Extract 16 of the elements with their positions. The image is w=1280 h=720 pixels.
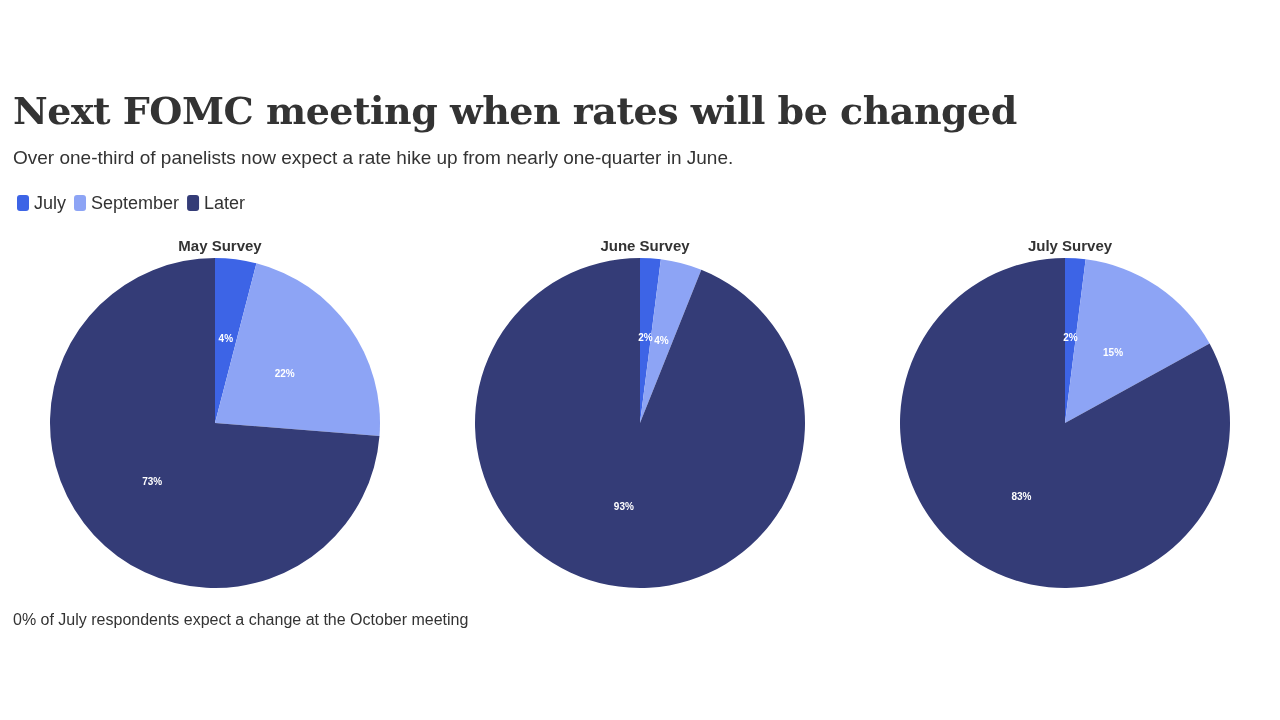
chart-title: July Survey bbox=[1027, 237, 1113, 254]
text: Next FOMC meeting when rates will be changed bbox=[13, 88, 1017, 133]
data-label: 4% bbox=[654, 334, 669, 346]
data-label: 83% bbox=[1011, 491, 1032, 503]
text: 0% of July respondents expect a change at the October meeting bbox=[13, 611, 469, 629]
data-label: 15% bbox=[1103, 346, 1124, 358]
data-label: 93% bbox=[613, 501, 634, 513]
legend-label: Later bbox=[204, 193, 246, 213]
data-label: 22% bbox=[274, 367, 295, 379]
data-label: 73% bbox=[142, 475, 163, 487]
data-label: 4% bbox=[218, 332, 234, 344]
text: Over one-third of panelists now expect a rate hike up from nearly one-quarter in June. bbox=[13, 147, 734, 169]
chart-title: June Survey bbox=[600, 237, 691, 254]
legend-label: September bbox=[91, 193, 180, 213]
legend-label: July bbox=[34, 193, 67, 213]
text: May Survey bbox=[178, 237, 263, 254]
